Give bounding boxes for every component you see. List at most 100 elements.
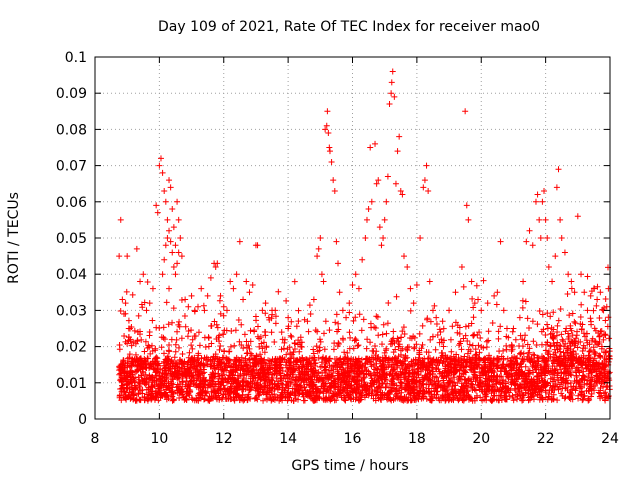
data-point [553,184,560,191]
data-point [397,382,404,389]
data-point [554,346,561,353]
data-point [308,389,315,396]
x-tick-label: 12 [215,431,233,447]
data-point [550,309,557,316]
data-point [355,285,362,292]
data-point [409,363,416,370]
data-point [184,359,191,366]
data-point [552,253,559,260]
data-point [230,361,237,368]
data-point [530,351,537,358]
data-point [405,387,412,394]
data-point [365,206,372,213]
data-point [310,350,317,357]
data-point [448,348,455,355]
data-point [552,367,559,374]
data-point [420,384,427,391]
data-point [600,336,607,343]
data-point [288,318,295,325]
data-point [567,371,574,378]
data-point [397,187,404,194]
data-point [389,376,396,383]
data-point [524,353,531,360]
data-point [372,140,379,147]
data-point [375,332,382,339]
data-point [606,377,613,384]
data-point [471,369,478,376]
data-point [476,355,483,362]
data-point [605,370,612,377]
data-point [433,384,440,391]
data-point [179,351,186,358]
data-point [517,369,524,376]
data-point [320,278,327,285]
data-point [602,373,609,380]
chart-title: Day 109 of 2021, Rate Of TEC Index for r… [158,19,540,35]
data-point [561,353,568,360]
data-point [524,341,531,348]
data-point [423,381,430,388]
data-point [236,238,243,245]
data-point [335,260,342,267]
data-point [408,335,415,342]
data-point [186,349,193,356]
data-point [460,371,467,378]
data-point [594,377,601,384]
data-point [376,357,383,364]
data-point [182,323,189,330]
data-point [360,316,367,323]
data-point [436,326,443,333]
data-point [317,235,324,241]
data-point [161,336,168,343]
data-point [336,289,343,296]
data-point [400,324,407,331]
data-point [331,187,338,194]
data-point [176,318,183,325]
data-point [124,355,131,362]
data-point [177,235,184,241]
data-point [522,332,529,339]
data-point [208,363,215,370]
data-point [550,335,557,342]
data-point [467,348,474,355]
data-point [498,353,505,360]
data-point [320,395,327,402]
data-point [524,315,531,322]
data-point [331,397,338,404]
data-point [391,385,398,392]
data-point [246,356,253,363]
data-point [278,346,285,353]
data-point [418,345,425,352]
data-point [199,389,206,396]
data-point [569,339,576,346]
data-point [409,386,416,393]
data-point [182,296,189,303]
data-point [129,291,136,298]
data-point [166,384,173,391]
data-point [197,378,204,385]
data-point [483,338,490,345]
data-point [289,351,296,358]
data-point [205,343,212,350]
data-point [590,348,597,355]
data-point [575,367,582,374]
data-point [353,381,360,388]
data-point [163,396,170,403]
data-point [170,389,177,396]
data-point [230,285,237,292]
data-point [225,395,232,402]
data-point [280,345,287,352]
data-point [348,363,355,370]
data-point [495,335,502,342]
data-point [259,345,266,352]
data-point [240,345,247,352]
data-point [296,348,303,355]
data-point [475,296,482,303]
data-point [323,388,330,395]
data-point [560,349,567,356]
data-point [562,385,569,392]
data-point [258,340,265,347]
data-point [356,372,363,379]
data-point [303,356,310,363]
data-point [489,397,496,404]
